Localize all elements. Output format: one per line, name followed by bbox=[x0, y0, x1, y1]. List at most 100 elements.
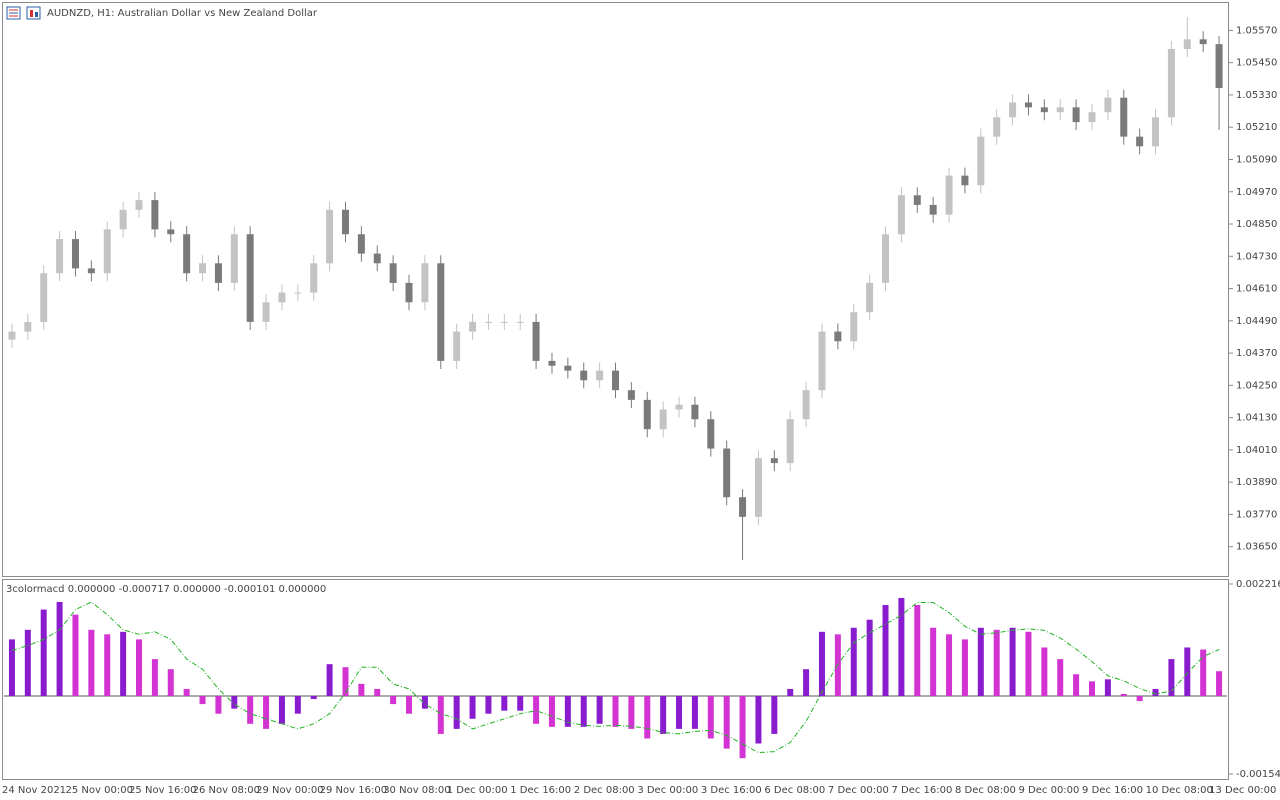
y-tick-label: 1.05330 bbox=[1236, 90, 1277, 101]
histogram-bar bbox=[1073, 674, 1080, 697]
histogram-bar bbox=[151, 659, 158, 697]
histogram-bar bbox=[1041, 647, 1048, 697]
x-tick-label: 2 Dec 08:00 bbox=[574, 785, 635, 796]
y-tick-label: 1.03890 bbox=[1236, 477, 1277, 488]
histogram-bar bbox=[263, 696, 270, 729]
x-tick-label: 1 Dec 00:00 bbox=[447, 785, 508, 796]
histogram-bar bbox=[437, 696, 444, 734]
histogram-bar bbox=[914, 605, 921, 697]
candle-body bbox=[659, 409, 667, 430]
candle-body bbox=[1104, 97, 1112, 113]
signal-line bbox=[11, 601, 1220, 754]
histogram-bar bbox=[104, 634, 111, 697]
candle-body bbox=[1215, 44, 1223, 88]
histogram-bar bbox=[24, 629, 31, 697]
candle-body bbox=[1088, 112, 1096, 123]
candle-body bbox=[1120, 97, 1128, 137]
candle-body bbox=[103, 229, 111, 274]
candle-body bbox=[421, 263, 429, 303]
x-tick-label: 26 Nov 08:00 bbox=[193, 785, 260, 796]
histogram-bar bbox=[453, 696, 460, 729]
candle-body bbox=[8, 331, 16, 340]
histogram-bar bbox=[580, 696, 587, 727]
candle-body bbox=[707, 419, 715, 449]
histogram-bar bbox=[1009, 627, 1016, 697]
candle-body bbox=[723, 448, 731, 498]
y-tick-label: 0.002216 bbox=[1236, 579, 1280, 590]
histogram-bar bbox=[1168, 659, 1175, 697]
y-tick-label: 1.04370 bbox=[1236, 348, 1277, 359]
x-tick-label: 29 Nov 16:00 bbox=[320, 785, 387, 796]
candle-body bbox=[484, 321, 492, 323]
candle-body bbox=[373, 253, 381, 264]
histogram-bar bbox=[676, 696, 683, 729]
candle-body bbox=[691, 404, 699, 420]
candle-body bbox=[850, 312, 858, 342]
candle-body bbox=[40, 273, 48, 322]
histogram-bar bbox=[1120, 693, 1127, 697]
x-tick-label: 3 Dec 16:00 bbox=[701, 785, 762, 796]
candle-body bbox=[770, 458, 778, 464]
histogram-bar bbox=[739, 696, 746, 759]
candle-body bbox=[389, 263, 397, 283]
histogram-bar bbox=[850, 627, 857, 697]
candle-body bbox=[897, 195, 905, 235]
y-tick-label: 1.04610 bbox=[1236, 284, 1277, 295]
candle-body bbox=[500, 321, 508, 323]
histogram-bar bbox=[818, 631, 825, 697]
histogram-bar bbox=[278, 696, 285, 724]
histogram-bar bbox=[771, 696, 778, 734]
candle-body bbox=[548, 360, 556, 366]
histogram-bar bbox=[517, 696, 524, 711]
candle-body bbox=[151, 200, 159, 230]
histogram-bar bbox=[898, 597, 905, 697]
candle-body bbox=[961, 175, 969, 186]
candle-body bbox=[1072, 107, 1080, 123]
histogram-bar bbox=[501, 696, 508, 711]
x-tick-label: 7 Dec 16:00 bbox=[891, 785, 952, 796]
y-tick-label: 1.03650 bbox=[1236, 542, 1277, 553]
histogram-bar bbox=[961, 639, 968, 697]
histogram-bar bbox=[660, 696, 667, 734]
histogram-bar bbox=[215, 696, 222, 714]
histogram-bar bbox=[120, 631, 127, 697]
candle-body bbox=[612, 370, 619, 391]
candle-body bbox=[532, 321, 540, 361]
x-tick-label: 1 Dec 16:00 bbox=[510, 785, 571, 796]
candle-body bbox=[834, 331, 842, 342]
chart-title: AUDNZD, H1: Australian Dollar vs New Zea… bbox=[47, 8, 318, 19]
candle-body bbox=[977, 136, 985, 186]
candle-body bbox=[596, 370, 604, 381]
candle-body bbox=[818, 331, 826, 391]
y-tick-label: 1.04490 bbox=[1236, 316, 1277, 327]
candle-body bbox=[786, 419, 794, 464]
histogram-bar bbox=[548, 696, 555, 727]
candle-body bbox=[341, 209, 349, 235]
y-tick-label: 1.04970 bbox=[1236, 187, 1277, 198]
candle-body bbox=[802, 390, 810, 420]
histogram-bar bbox=[406, 696, 413, 714]
y-tick-label: 1.04010 bbox=[1236, 445, 1277, 456]
y-tick-label: 1.04850 bbox=[1236, 219, 1277, 230]
candle-body bbox=[453, 331, 461, 361]
candle-body bbox=[866, 282, 874, 313]
candle-body bbox=[1167, 48, 1175, 118]
histogram-bar bbox=[644, 696, 651, 739]
y-tick-label: 1.04730 bbox=[1236, 251, 1277, 262]
x-tick-label: 25 Nov 16:00 bbox=[129, 785, 196, 796]
x-tick-label: 29 Nov 00:00 bbox=[256, 785, 323, 796]
histogram-bar bbox=[1025, 631, 1032, 697]
candle-body bbox=[564, 365, 572, 371]
histogram-bar bbox=[707, 696, 714, 739]
candle-body bbox=[1136, 136, 1144, 147]
candle-body bbox=[214, 263, 222, 283]
candle-body bbox=[469, 321, 477, 332]
indicator-title: 3colormacd 0.000000 -0.000717 0.000000 -… bbox=[6, 584, 326, 595]
candle-body bbox=[754, 458, 762, 517]
histogram-bar bbox=[691, 696, 698, 729]
histogram-bar bbox=[882, 605, 889, 697]
candle-body bbox=[135, 200, 143, 210]
candle-body bbox=[929, 204, 937, 215]
x-tick-label: 30 Nov 08:00 bbox=[383, 785, 450, 796]
histogram-bar bbox=[358, 683, 365, 697]
